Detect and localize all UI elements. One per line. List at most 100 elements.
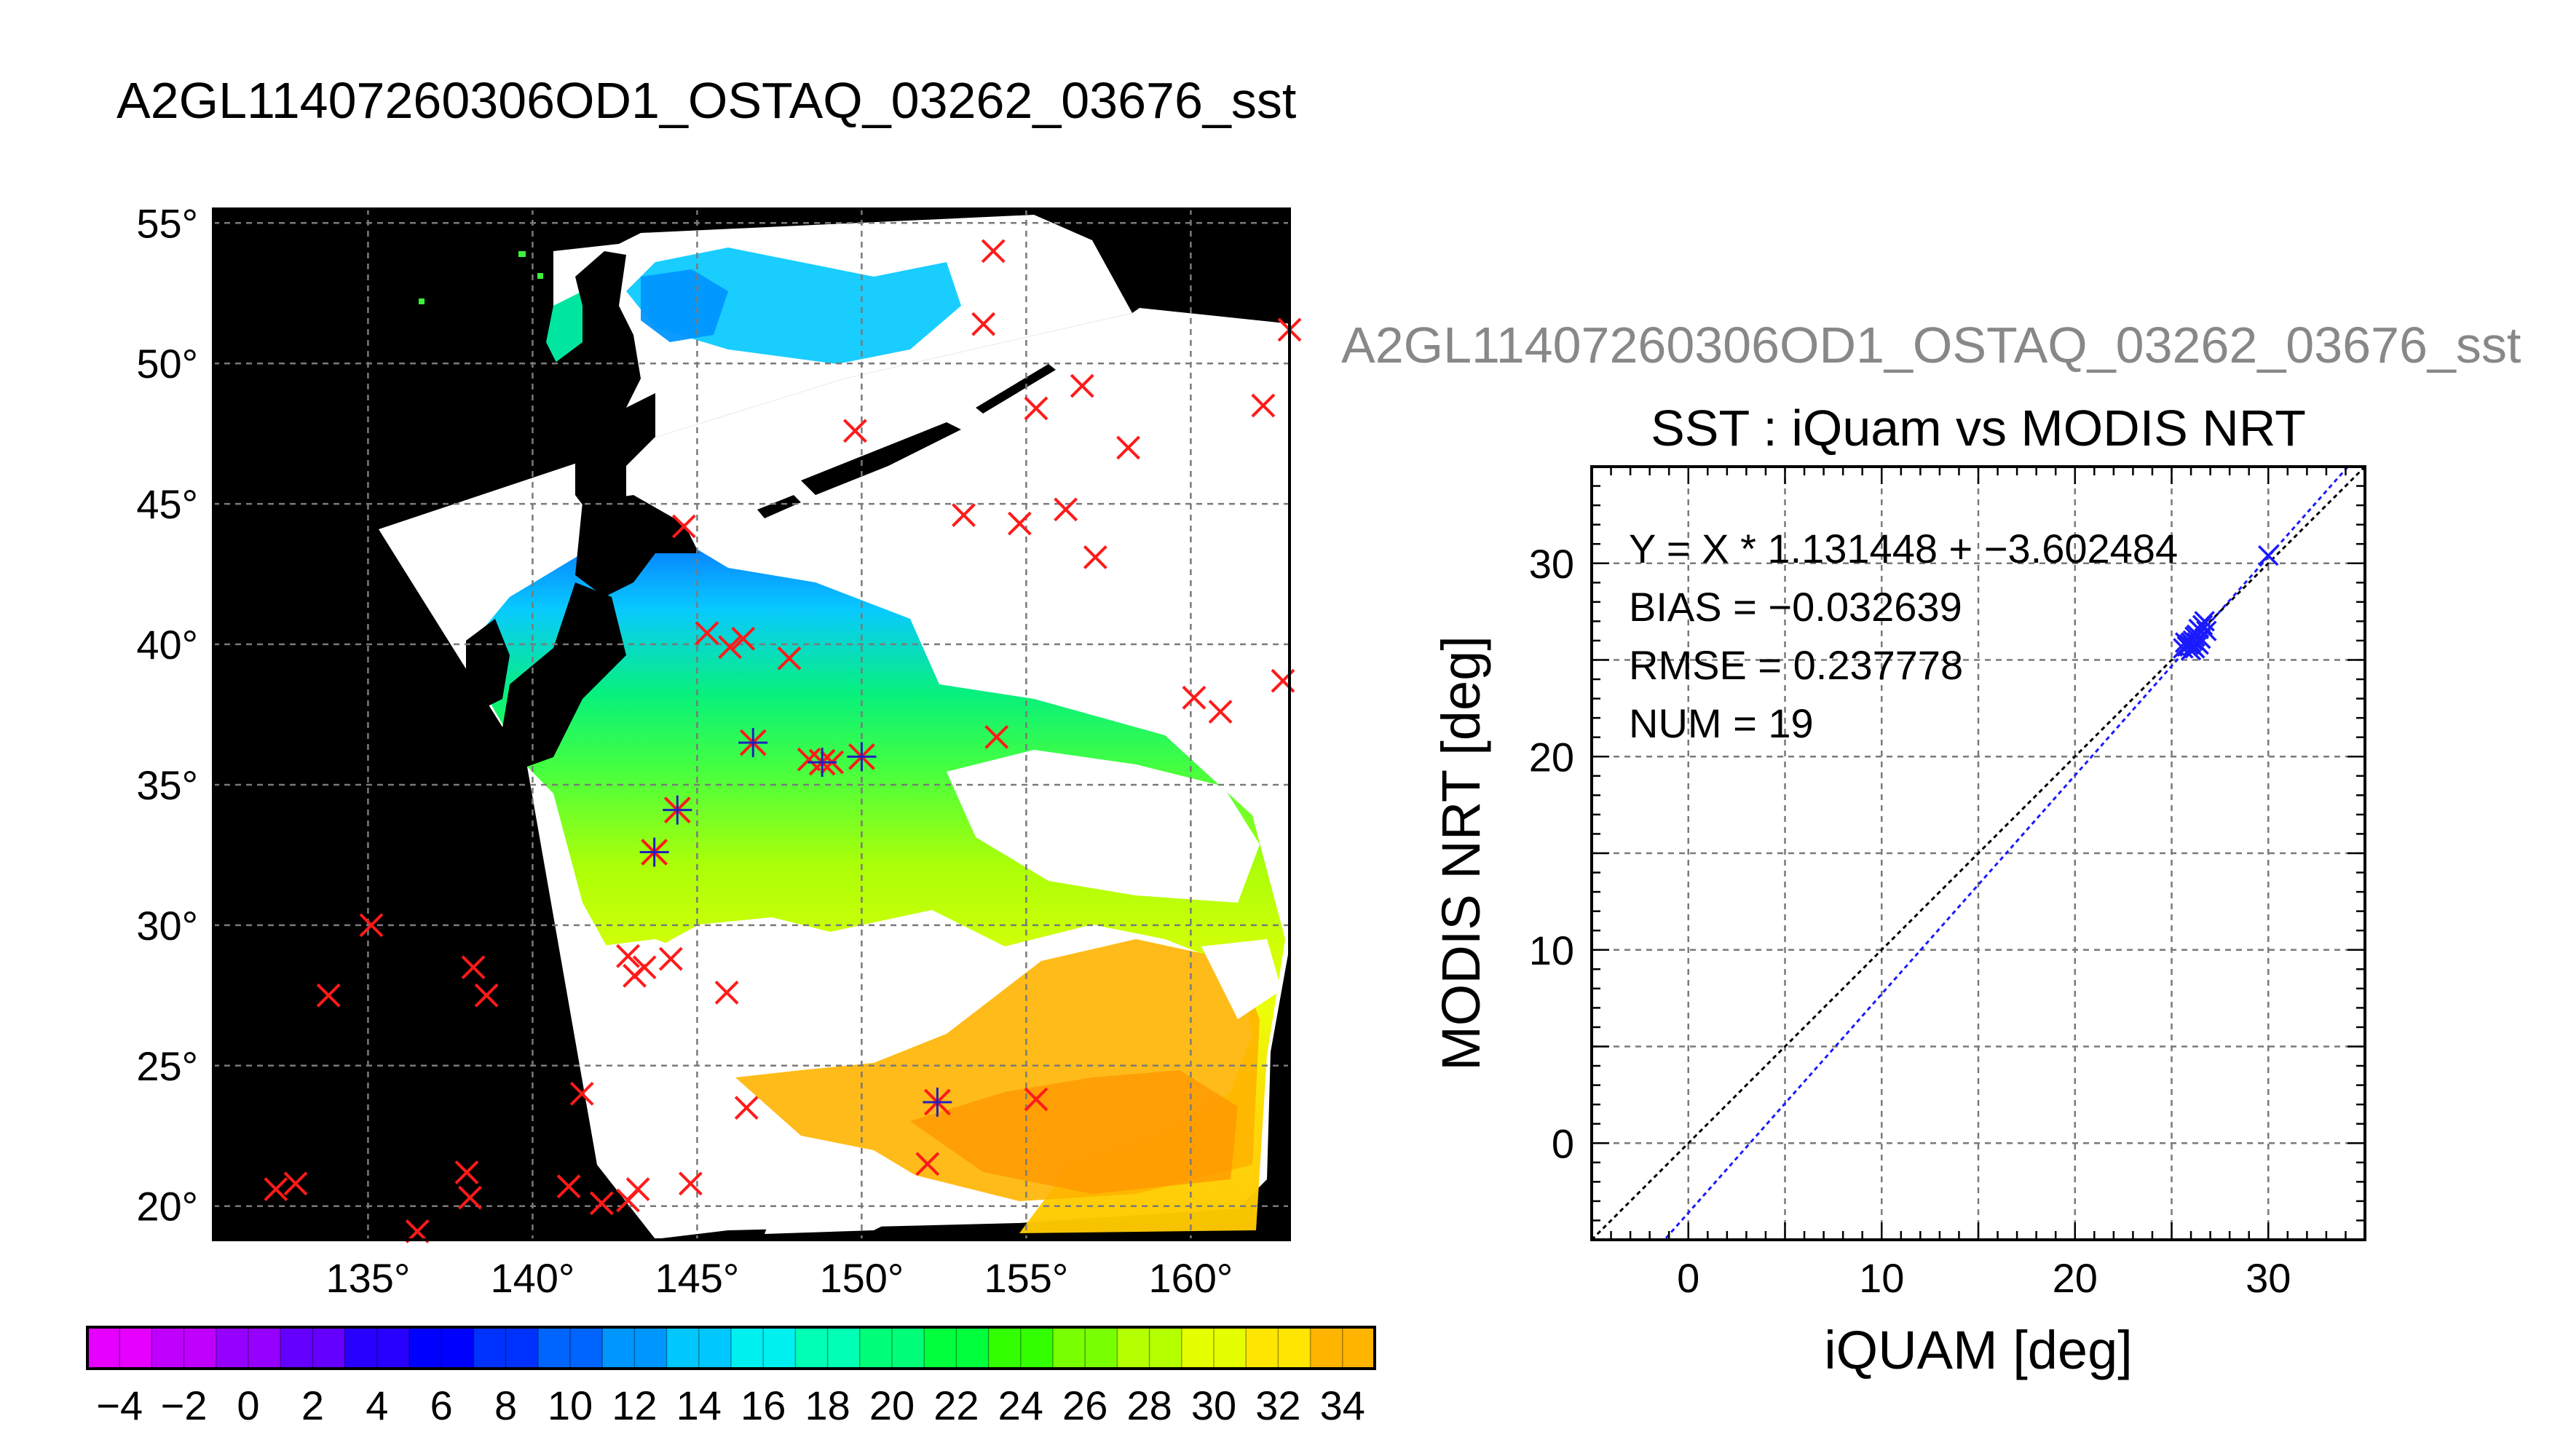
map-matched-marker [639, 837, 669, 867]
map-match-marker [454, 1160, 479, 1184]
map-match-marker [283, 1171, 308, 1196]
colorbar-tick-label: 18 [805, 1382, 850, 1428]
colorbar-tick-label: 10 [548, 1382, 593, 1428]
map-lon-tick-label: 160° [1148, 1255, 1233, 1301]
colorbar-tick-label: 28 [1126, 1382, 1172, 1428]
map-lat-tick-label: 25° [136, 1043, 198, 1089]
map-match-marker [1116, 435, 1140, 460]
colorbar-swatch [216, 1327, 281, 1369]
colorbar-labels: −4 −2 0 2 4 6 8 10 12 14 16 18 20 22 24 26 28 30 32 34 [96, 1382, 1365, 1428]
map-lat-tick-label: 40° [136, 622, 198, 668]
scatter-x-tick-label: 0 [1677, 1255, 1699, 1301]
scatter-point [2173, 638, 2194, 659]
map-match-marker [458, 1185, 482, 1210]
map-match-marker [1182, 685, 1207, 710]
colorbar-swatch [344, 1327, 410, 1369]
cloud-patches [597, 524, 1282, 1234]
map-match-marker [474, 983, 499, 1008]
map-lat-tick-label: 45° [136, 481, 198, 527]
scatter-y-tick-label: 20 [1529, 734, 1574, 780]
map-match-marker [1007, 511, 1032, 536]
map-match-marker [616, 943, 640, 968]
scatter-file-title: A2GL11407260306OD1_OSTAQ_03262_03676_sst [1341, 317, 2521, 373]
colorbar-swatch [859, 1327, 925, 1369]
scatter-stats: Y = X * 1.131448 + −3.602484 BIAS = −0.0… [1629, 526, 2178, 746]
map-lat-tick-label: 35° [136, 762, 198, 808]
map-match-marker [984, 724, 1009, 749]
map-match-marker [734, 1096, 759, 1120]
map-match-marker [671, 514, 696, 539]
sst-map: 135° 140° 145° 150° 155° 160° 20° 25° 30° 35° 40°… [136, 200, 1302, 1301]
colorbar-tick-label: 22 [933, 1382, 979, 1428]
map-match-marker [1024, 1087, 1049, 1112]
scatter-title: SST : iQuam vs MODIS NRT [1651, 400, 2306, 456]
colorbar-swatch [1117, 1327, 1182, 1369]
scatter-grid [1592, 467, 2365, 1240]
map-lon-tick-label: 140° [491, 1255, 575, 1301]
colorbar-swatches [87, 1327, 1375, 1369]
map-match-marker [569, 1081, 594, 1106]
colorbar-tick-label: 16 [741, 1382, 786, 1428]
colorbar-swatch [1246, 1327, 1311, 1369]
map-match-marker [981, 239, 1006, 264]
map-match-marker [714, 981, 739, 1005]
colorbar-tick-label: 34 [1320, 1382, 1365, 1428]
scatter-x-label: iQUAM [deg] [1824, 1320, 2133, 1380]
map-matched-marker [663, 795, 692, 825]
scatter-x-tick-labels: 0 10 20 30 [1677, 1255, 2291, 1301]
map-lat-tick-label: 20° [136, 1184, 198, 1230]
colorbar-tick-label: 26 [1062, 1382, 1107, 1428]
scatter-y-tick-label: 10 [1529, 927, 1574, 973]
colorbar-frame [86, 1326, 1376, 1370]
map-match-marker [658, 946, 683, 971]
colorbar-swatch [795, 1327, 861, 1369]
map-match-marker [264, 1177, 288, 1201]
map-matched-marker [738, 728, 768, 758]
colorbar-tick-label: 2 [301, 1382, 324, 1428]
map-matched-marker [923, 1087, 952, 1117]
sst-fragments [419, 251, 543, 304]
map-match-marker [556, 1174, 581, 1199]
identity-line [1592, 467, 2365, 1240]
colorbar-tick-label: −4 [96, 1382, 143, 1428]
map-match-marker [1054, 497, 1078, 522]
sst-field-south-2 [910, 1070, 1238, 1194]
colorbar-swatch [1053, 1327, 1118, 1369]
map-lat-tick-label: 55° [136, 200, 198, 246]
colorbar-swatch [537, 1327, 603, 1369]
map-match-marker [1083, 545, 1107, 569]
stats-regression: Y = X * 1.131448 + −3.602484 [1629, 526, 2178, 571]
map-lat-tick-label: 30° [136, 903, 198, 949]
colorbar-swatch [280, 1327, 346, 1369]
colorbar-swatch [1310, 1327, 1375, 1369]
colorbar-tick-label: 20 [869, 1382, 915, 1428]
map-grid [213, 209, 1290, 1240]
map-lon-tick-label: 135° [326, 1255, 411, 1301]
map-lon-tick-label: 145° [655, 1255, 740, 1301]
colorbar: −4 −2 0 2 4 6 8 10 12 14 16 18 20 22 24 26 28 30 32 34 [86, 1326, 1376, 1428]
map-match-marker [718, 635, 743, 660]
colorbar-tick-label: 14 [676, 1382, 722, 1428]
colorbar-swatch [602, 1327, 668, 1369]
scatter-y-tick-label: 0 [1552, 1120, 1574, 1166]
colorbar-tick-label: 24 [998, 1382, 1043, 1428]
colorbar-swatch [473, 1327, 539, 1369]
map-match-marker [695, 621, 719, 646]
stats-num: NUM = 19 [1629, 700, 1814, 746]
colorbar-swatch [731, 1327, 796, 1369]
map-match-marker [731, 626, 756, 651]
map-match-marker [461, 955, 486, 980]
map-match-marker [915, 1152, 940, 1176]
map-match-marker [678, 1171, 703, 1196]
colorbar-swatch [666, 1327, 732, 1369]
colorbar-swatch [87, 1327, 152, 1369]
map-lon-tick-label: 155° [984, 1255, 1068, 1301]
map-lat-labels: 20° 25° 30° 35° 40° 45° 50° 55° [136, 200, 198, 1229]
scatter-point [2258, 545, 2279, 566]
map-match-marker [589, 1191, 614, 1216]
map-matched-marker [847, 742, 877, 772]
scatter-plot: 0 10 20 30 0 10 20 30 Y = X * 1.131448 + −3.60… [1431, 465, 2366, 1380]
scatter-x-tick-label: 10 [1859, 1255, 1904, 1301]
map-match-marker [1251, 393, 1276, 418]
